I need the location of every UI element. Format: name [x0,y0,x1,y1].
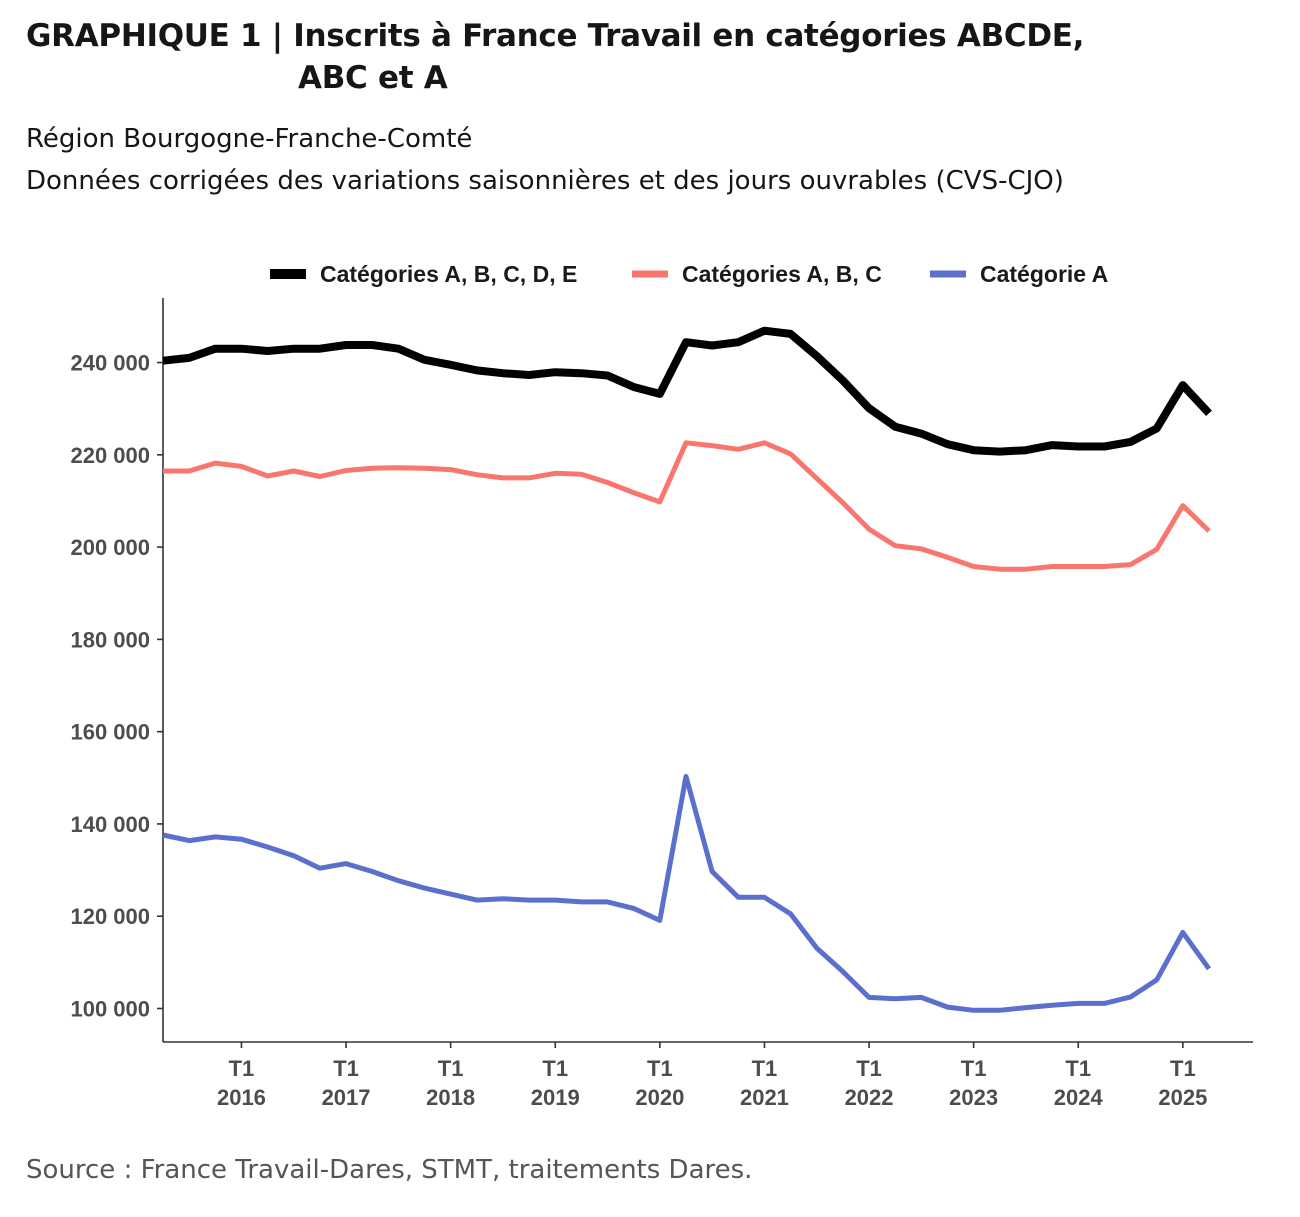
y-tick-label: 240 000 [70,351,150,376]
x-tick-label-year: 2020 [635,1085,684,1110]
chart-series [162,326,1212,1013]
x-tick-label-quarter: T1 [1170,1056,1196,1081]
x-tick-label-year: 2025 [1158,1085,1207,1110]
chart-axes [162,298,1253,1043]
y-axis-ticks: 100 000 120 000 140 000 160 000 180 000 200 0… [70,351,163,1022]
x-tick-label-year: 2023 [949,1085,998,1110]
legend-label: Catégorie A [980,261,1108,287]
y-tick-label: 200 000 [70,535,150,560]
x-tick-label-year: 2019 [531,1085,580,1110]
x-tick-label-year: 2021 [740,1085,789,1110]
y-tick-label: 220 000 [70,443,150,468]
chart-legend: Catégories A, B, C, D, E Catégories A, B,… [270,261,1108,287]
x-tick-label-year: 2017 [322,1085,371,1110]
x-tick-label-quarter: T1 [752,1056,778,1081]
series-line-a [162,773,1212,1013]
legend-label: Catégories A, B, C, D, E [320,261,577,287]
x-tick-label-year: 2018 [426,1085,475,1110]
x-tick-label-quarter: T1 [438,1056,464,1081]
chart-title-line2: ABC et A [298,60,448,96]
chart-title-line1: GRAPHIQUE 1 | Inscrits à France Travail … [26,18,1085,54]
line-chart: Catégories A, B, C, D, E Catégories A, B,… [70,261,1253,1110]
series-line-abcde [162,326,1212,456]
x-tick-label-year: 2016 [217,1085,266,1110]
y-tick-label: 160 000 [70,720,150,745]
x-tick-label-quarter: T1 [961,1056,987,1081]
x-tick-label-quarter: T1 [229,1056,255,1081]
x-tick-label-quarter: T1 [542,1056,568,1081]
chart-subtitle-region: Région Bourgogne-Franche-Comté [26,124,473,154]
x-tick-label-quarter: T1 [856,1056,882,1081]
chart-subtitle-method: Données corrigées des variations saisonn… [26,166,1064,196]
x-tick-label-year: 2022 [845,1085,894,1110]
source-note: Source : France Travail-Dares, STMT, tra… [26,1155,753,1185]
series-line-abc [163,440,1211,572]
y-tick-label: 180 000 [70,627,150,652]
x-tick-label-quarter: T1 [1065,1056,1091,1081]
x-axis-ticks: T1 2016 T1 2017 T1 2018 T1 2019 T1 2020 T1 2021 T1 20… [217,1042,1207,1110]
x-tick-label-year: 2024 [1054,1085,1104,1110]
y-tick-label: 100 000 [70,997,150,1022]
legend-label: Catégories A, B, C [682,261,882,287]
x-tick-label-quarter: T1 [333,1056,359,1081]
x-tick-label-quarter: T1 [647,1056,673,1081]
y-tick-label: 140 000 [70,812,150,837]
y-tick-label: 120 000 [70,904,150,929]
